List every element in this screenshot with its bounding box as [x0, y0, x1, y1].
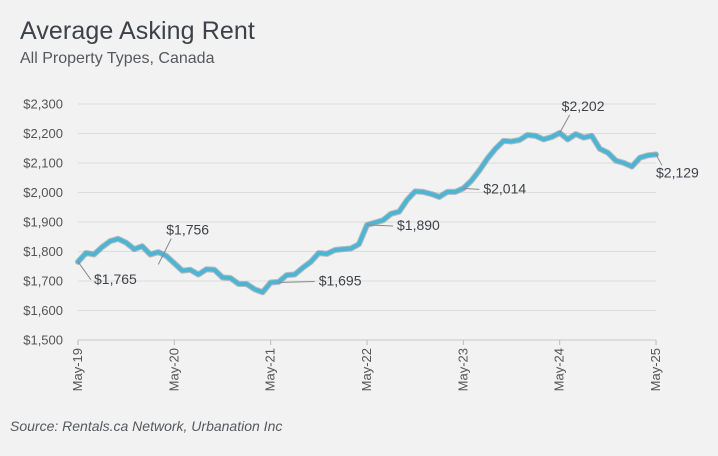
x-tick-label: May-22: [359, 348, 374, 391]
annotation-leader: [366, 224, 394, 227]
annotation-leader: [278, 280, 315, 283]
series-line-shadow: [75, 129, 659, 296]
x-tick-label: May-21: [263, 348, 278, 391]
chart-title: Average Asking Rent: [20, 17, 255, 45]
y-tick-label: $1,500: [23, 333, 63, 348]
y-tick-label: $2,200: [23, 126, 63, 141]
y-tick-label: $1,900: [23, 215, 63, 230]
annotation-leader: [655, 154, 663, 166]
annotation-label: $2,129: [656, 164, 699, 180]
y-axis: $1,500 $1,600 $1,700 $1,800 $1,900 $2,000 $2,1…: [23, 97, 63, 348]
source-note: Source: Rentals.ca Network, Urbanation I…: [10, 418, 283, 434]
y-tick-label: $1,600: [23, 303, 63, 318]
annotation-leader: [559, 114, 571, 134]
x-axis: May-19 May-20 May-21 May-22 May-23 May-24 May-…: [70, 340, 663, 391]
x-tick-label: May-23: [455, 348, 470, 391]
annotation-label: $1,695: [319, 272, 362, 288]
x-tick-label: May-19: [70, 348, 85, 391]
y-tick-label: $2,000: [23, 185, 63, 200]
series-lines: [75, 129, 659, 296]
annotation-label: $2,014: [483, 180, 526, 196]
annotation-leader: [463, 187, 480, 190]
annotation-label: $1,765: [94, 271, 137, 287]
series-line: [76, 130, 658, 295]
annotation-label: $2,202: [562, 98, 605, 114]
x-tick-label: May-24: [552, 348, 567, 391]
x-tick-label: May-20: [166, 348, 181, 391]
annotation-label: $1,756: [166, 221, 209, 237]
y-tick-label: $1,800: [23, 244, 63, 259]
annotations: $1,765 $1,756 $1,695 $1,890 $2,014 $2,202 $2,1…: [77, 98, 699, 288]
x-tick-label: May-25: [648, 348, 663, 391]
y-tick-label: $1,700: [23, 274, 63, 289]
annotation-leader: [77, 261, 92, 281]
y-tick-label: $2,300: [23, 97, 63, 112]
annotation-leader: [157, 238, 172, 265]
annotation-label: $1,890: [397, 217, 440, 233]
chart-subtitle: All Property Types, Canada: [20, 50, 215, 67]
y-tick-label: $2,100: [23, 156, 63, 171]
